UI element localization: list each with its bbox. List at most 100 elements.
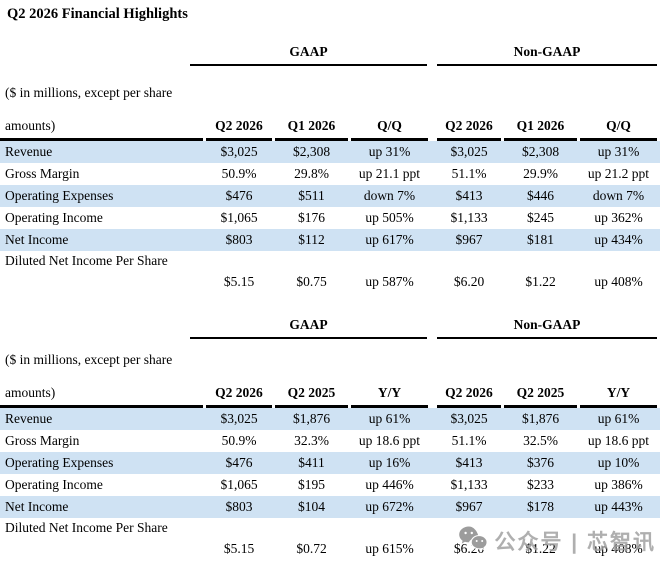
group-header-row: GAAP Non-GAAP xyxy=(190,317,660,339)
cell-value: 32.5% xyxy=(523,433,558,448)
units-note-line2: amounts) xyxy=(5,118,56,133)
cell-value: $5.15 xyxy=(223,541,255,556)
cell-value: up 21.1 ppt xyxy=(358,166,421,181)
table-row-operating-expenses: Operating Expenses $476 $411 up 16% $413… xyxy=(0,452,660,474)
cell-value: 29.8% xyxy=(294,166,329,181)
column-header-row: ($ in millions, except per share amounts… xyxy=(0,86,660,141)
cell-value: $5.15 xyxy=(223,274,255,289)
cell-value: up 61% xyxy=(368,411,411,426)
cell-value: $511 xyxy=(298,188,325,203)
cell-value: up 31% xyxy=(597,144,640,159)
row-label: Revenue xyxy=(5,144,53,159)
column-header: Y/Y xyxy=(580,385,657,408)
row-label: Operating Expenses xyxy=(5,455,114,470)
column-header-row: ($ in millions, except per share amounts… xyxy=(0,353,660,408)
cell-value: up 615% xyxy=(365,541,414,556)
cell-value: $967 xyxy=(455,232,483,247)
row-label: Gross Margin xyxy=(5,166,80,181)
cell-value: $446 xyxy=(527,188,554,203)
cell-value: $195 xyxy=(298,477,325,492)
cell-value: 51.1% xyxy=(451,166,487,181)
cell-value: $967 xyxy=(455,499,483,514)
cell-value: $1.22 xyxy=(525,274,556,289)
cell-value: up 672% xyxy=(365,499,414,514)
cell-value: up 18.6 ppt xyxy=(358,433,421,448)
table-row-revenue: Revenue $3,025 $2,308 up 31% $3,025 $2,3… xyxy=(0,141,660,163)
cell-value: $1,065 xyxy=(220,210,258,225)
column-header: Q1 2026 xyxy=(504,118,577,141)
row-label: Net Income xyxy=(5,232,69,247)
cell-value: $1.22 xyxy=(525,541,556,556)
gaap-group-header: GAAP xyxy=(190,317,427,339)
non-gaap-group-header: Non-GAAP xyxy=(437,317,657,339)
table-row-diluted-eps-label: Diluted Net Income Per Share xyxy=(0,251,660,271)
cell-value: down 7% xyxy=(592,188,645,203)
row-label: Diluted Net Income Per Share xyxy=(5,253,168,268)
cell-value: up 18.6 ppt xyxy=(587,433,650,448)
cell-value: $376 xyxy=(527,455,554,470)
gaap-group-header: GAAP xyxy=(190,44,427,66)
table-row-net-income: Net Income $803 $104 up 672% $967 $178 u… xyxy=(0,496,660,518)
yy-comparison-table: GAAP Non-GAAP ($ in millions, except per… xyxy=(0,317,660,560)
cell-value: $6.20 xyxy=(453,274,485,289)
cell-value: $3,025 xyxy=(450,144,488,159)
cell-value: 32.3% xyxy=(294,433,329,448)
cell-value: up 587% xyxy=(365,274,414,289)
cell-value: up 10% xyxy=(597,455,640,470)
cell-value: up 386% xyxy=(594,477,643,492)
cell-value: up 362% xyxy=(594,210,643,225)
qq-comparison-table: GAAP Non-GAAP ($ in millions, except per… xyxy=(0,44,660,293)
cell-value: $104 xyxy=(298,499,325,514)
cell-value: $181 xyxy=(527,232,554,247)
table-row-net-income: Net Income $803 $112 up 617% $967 $181 u… xyxy=(0,229,660,251)
group-gap xyxy=(427,44,437,66)
table-row-operating-income: Operating Income $1,065 $176 up 505% $1,… xyxy=(0,207,660,229)
cell-value: $2,308 xyxy=(521,144,560,159)
group-header-row: GAAP Non-GAAP xyxy=(190,44,660,66)
cell-value: 29.9% xyxy=(523,166,558,181)
column-header: Q2 2026 xyxy=(206,385,272,408)
column-header: Q2 2026 xyxy=(437,385,501,408)
table-row-diluted-eps-values: $5.15 $0.72 up 615% $6.20 $1.22 up 408% xyxy=(0,538,660,560)
units-note: ($ in millions, except per share amounts… xyxy=(0,86,203,141)
cell-value: $3,025 xyxy=(450,411,488,426)
cell-value: $3,025 xyxy=(220,411,258,426)
cell-value: $0.72 xyxy=(296,541,327,556)
cell-value: up 446% xyxy=(365,477,414,492)
cell-value: $1,133 xyxy=(450,210,488,225)
table-row-gross-margin: Gross Margin 50.9% 32.3% up 18.6 ppt 51.… xyxy=(0,430,660,452)
cell-value: $245 xyxy=(527,210,554,225)
cell-value: $803 xyxy=(225,499,253,514)
row-label: Revenue xyxy=(5,411,53,426)
row-label: Net Income xyxy=(5,499,69,514)
table-row-revenue: Revenue $3,025 $1,876 up 61% $3,025 $1,8… xyxy=(0,408,660,430)
page-title: Q2 2026 Financial Highlights xyxy=(7,6,188,22)
cell-value: up 408% xyxy=(594,274,643,289)
column-header: Q1 2026 xyxy=(275,118,348,141)
table-row-operating-expenses: Operating Expenses $476 $511 down 7% $41… xyxy=(0,185,660,207)
table-row-operating-income: Operating Income $1,065 $195 up 446% $1,… xyxy=(0,474,660,496)
cell-value: $803 xyxy=(225,232,253,247)
row-label: Diluted Net Income Per Share xyxy=(5,520,168,535)
units-note: ($ in millions, except per share amounts… xyxy=(0,353,203,408)
cell-value: up 21.2 ppt xyxy=(587,166,650,181)
cell-value: $6.20 xyxy=(453,541,485,556)
row-label: Gross Margin xyxy=(5,433,80,448)
non-gaap-group-header: Non-GAAP xyxy=(437,44,657,66)
column-header: Q2 2026 xyxy=(437,118,501,141)
cell-value: $413 xyxy=(455,455,483,470)
cell-value: $3,025 xyxy=(220,144,258,159)
row-label: Operating Expenses xyxy=(5,188,114,203)
units-note-line2: amounts) xyxy=(5,385,56,400)
cell-value: $476 xyxy=(225,188,253,203)
cell-value: $1,065 xyxy=(220,477,258,492)
column-header: Q2 2025 xyxy=(275,385,348,408)
cell-value: $0.75 xyxy=(296,274,327,289)
cell-value: 50.9% xyxy=(221,166,257,181)
column-header: Q/Q xyxy=(580,118,657,141)
cell-value: 51.1% xyxy=(451,433,487,448)
column-header: Y/Y xyxy=(351,385,428,408)
units-note-line1: ($ in millions, except per share xyxy=(5,85,173,100)
column-header: Q2 2025 xyxy=(504,385,577,408)
cell-value: $476 xyxy=(225,455,253,470)
